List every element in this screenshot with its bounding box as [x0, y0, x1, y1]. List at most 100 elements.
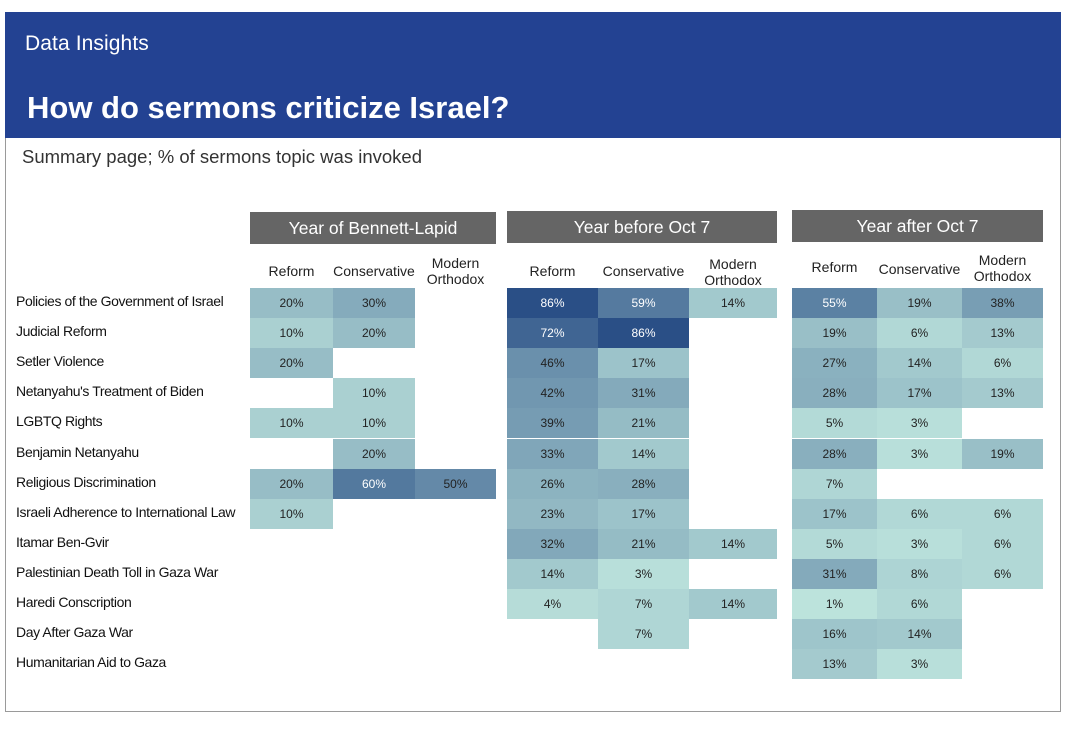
heatmap-cell: 31%: [598, 378, 689, 409]
heatmap-cell: 20%: [250, 288, 333, 318]
heatmap-cell: 16%: [792, 619, 877, 650]
heatmap-cell: 42%: [507, 378, 598, 409]
heatmap-cell: 14%: [689, 589, 777, 619]
heatmap-cell: 1%: [792, 589, 877, 619]
panel-header-year-before-oct-7: Year before Oct 7: [507, 211, 777, 243]
column-header-reform: Reform: [529, 263, 576, 279]
heatmap-cell: 3%: [598, 558, 689, 589]
heatmap-cell: 46%: [507, 348, 598, 379]
heatmap-cell: 19%: [877, 288, 962, 318]
row-label-haredi-conscription: Haredi Conscription: [16, 594, 132, 610]
heatmap-cell: 3%: [877, 528, 962, 559]
panel-header-year-of-bennett-lapid: Year of Bennett-Lapid: [250, 212, 496, 244]
row-label-lgbtq-rights: LGBTQ Rights: [16, 413, 103, 430]
heatmap-cell: 39%: [507, 408, 598, 439]
heatmap-cell: 27%: [792, 348, 877, 379]
heatmap-cell: 10%: [333, 378, 415, 409]
heatmap-cell: 6%: [877, 498, 962, 529]
heatmap-cell: 6%: [962, 558, 1043, 589]
heatmap-cell: 14%: [507, 558, 598, 589]
heatmap-cell: 20%: [333, 318, 415, 349]
row-label-religious-discrimination: Religious Discrimination: [16, 473, 156, 490]
row-label-palestinian-death-toll-in-gaza-war: Palestinian Death Toll in Gaza War: [16, 563, 218, 580]
column-header-modern-orthodox: Modern Orthodox: [426, 255, 485, 287]
heatmap-cell: 30%: [333, 288, 415, 318]
heatmap-cell: 17%: [792, 498, 877, 529]
heatmap-cell: 86%: [507, 288, 598, 318]
heatmap-cell: 38%: [962, 288, 1043, 318]
column-header-conservative: Conservative: [333, 263, 415, 279]
heatmap-cell: 60%: [333, 468, 415, 499]
heatmap-cell: 10%: [250, 318, 333, 349]
heatmap-cell: 10%: [250, 498, 333, 529]
heatmap-cell: 7%: [792, 468, 877, 499]
row-label-netanyahu-s-treatment-of-biden: Netanyahu's Treatment of Biden: [16, 383, 204, 400]
heatmap-cell: 14%: [598, 438, 689, 469]
row-label-policies-of-the-government-of-israel: Policies of the Government of Israel: [16, 293, 224, 309]
row-label-benjamin-netanyahu: Benjamin Netanyahu: [16, 443, 139, 460]
heatmap-cell: 23%: [507, 498, 598, 529]
heatmap-cell: 14%: [877, 348, 962, 379]
heatmap-cell: 32%: [507, 528, 598, 559]
heatmap-cell: 14%: [689, 288, 777, 318]
column-header-conservative: Conservative: [878, 261, 961, 277]
heatmap-cell: 20%: [250, 348, 333, 379]
row-label-day-after-gaza-war: Day After Gaza War: [16, 624, 133, 641]
heatmap-cell: 26%: [507, 468, 598, 499]
heatmap-cell: 28%: [598, 468, 689, 499]
heatmap-cell: 4%: [507, 589, 598, 619]
heatmap-cell: 50%: [415, 468, 496, 499]
heatmap-cell: 19%: [962, 438, 1043, 469]
column-header-modern-orthodox: Modern Orthodox: [704, 256, 762, 288]
heatmap-cell: 20%: [333, 438, 415, 469]
heatmap-cell: 21%: [598, 528, 689, 559]
heatmap-cell: 3%: [877, 408, 962, 439]
row-label-judicial-reform: Judicial Reform: [16, 323, 107, 340]
heatmap-cell: 28%: [792, 378, 877, 409]
row-label-itamar-ben-gvir: Itamar Ben-Gvir: [16, 533, 109, 550]
heatmap-cell: 6%: [962, 528, 1043, 559]
row-label-setler-violence: Setler Violence: [16, 353, 104, 370]
heatmap-cell: 31%: [792, 558, 877, 589]
title-banner: Data Insights How do sermons criticize I…: [5, 12, 1061, 138]
heatmap-cell: 6%: [877, 589, 962, 619]
heatmap-cell: 14%: [689, 528, 777, 559]
heatmap-cell: 7%: [598, 589, 689, 619]
heatmap-cell: 10%: [333, 408, 415, 439]
heatmap-cell: 55%: [792, 288, 877, 318]
heatmap-cell: 13%: [792, 649, 877, 680]
page-title: How do sermons criticize Israel?: [27, 90, 510, 125]
heatmap-cell: 3%: [877, 438, 962, 469]
heatmap-cell: 3%: [877, 649, 962, 680]
column-header-modern-orthodox: Modern Orthodox: [973, 252, 1032, 284]
heatmap-cell: 17%: [598, 498, 689, 529]
row-label-humanitarian-aid-to-gaza: Humanitarian Aid to Gaza: [16, 654, 166, 671]
heatmap-cell: 33%: [507, 438, 598, 469]
heatmap-cell: 10%: [250, 408, 333, 439]
heatmap-cell: 13%: [962, 318, 1043, 349]
heatmap-cell: 5%: [792, 528, 877, 559]
row-label-israeli-adherence-to-international-law: Israeli Adherence to International Law: [16, 503, 236, 520]
heatmap-cell: 59%: [598, 288, 689, 318]
heatmap-cell: 14%: [877, 619, 962, 650]
heatmap-cell: 86%: [598, 318, 689, 349]
column-header-reform: Reform: [268, 263, 315, 279]
column-header-reform: Reform: [811, 259, 858, 275]
heatmap-cell: 5%: [792, 408, 877, 439]
heatmap-cell: 17%: [877, 378, 962, 409]
heatmap-cell: 72%: [507, 318, 598, 349]
column-header-conservative: Conservative: [602, 263, 685, 279]
page-subtitle: Summary page; % of sermons topic was inv…: [22, 146, 422, 167]
heatmap-cell: 28%: [792, 438, 877, 469]
heatmap-cell: 21%: [598, 408, 689, 439]
heatmap-cell: 17%: [598, 348, 689, 379]
heatmap-cell: 7%: [598, 619, 689, 650]
panel-header-year-after-oct-7: Year after Oct 7: [792, 210, 1043, 242]
heatmap-cell: 13%: [962, 378, 1043, 409]
heatmap-cell: 6%: [877, 318, 962, 349]
heatmap-cell: 8%: [877, 558, 962, 589]
section-kicker: Data Insights: [25, 32, 149, 55]
heatmap-cell: 6%: [962, 348, 1043, 379]
heatmap-cell: 19%: [792, 318, 877, 349]
heatmap-cell: 20%: [250, 468, 333, 499]
